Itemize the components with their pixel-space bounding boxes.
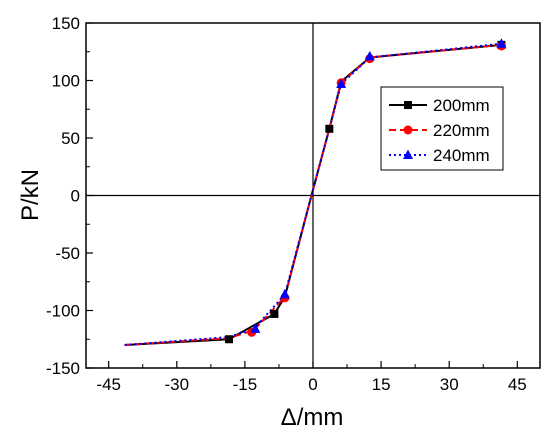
x-axis-ticks: -45 -30 -15 0 15 30 45 bbox=[96, 361, 527, 394]
series-marker-240mm bbox=[250, 323, 261, 333]
legend-marker-200mm bbox=[404, 101, 412, 109]
legend-label-220mm: 220mm bbox=[433, 121, 490, 140]
y-axis-ticks: -150 -100 -50 0 50 100 150 bbox=[46, 14, 93, 378]
x-tick-label: 15 bbox=[372, 375, 391, 394]
y-tick-label: 150 bbox=[52, 14, 80, 33]
series-marker-240mm bbox=[364, 50, 375, 61]
x-tick-label: 45 bbox=[508, 375, 527, 394]
legend-marker-240mm bbox=[403, 149, 413, 159]
legend: 200mm 220mm 240mm bbox=[380, 86, 504, 171]
legend-label-200mm: 200mm bbox=[433, 96, 490, 115]
x-tick-label: 30 bbox=[440, 375, 459, 394]
y-tick-label: 100 bbox=[52, 72, 80, 91]
x-tick-label: -45 bbox=[96, 375, 121, 394]
series-marker-240mm bbox=[336, 78, 347, 88]
series-marker-240mm bbox=[279, 288, 290, 299]
series-marker-200mm bbox=[325, 124, 334, 133]
zero-lines bbox=[86, 23, 540, 368]
series-line-240mm bbox=[124, 42, 502, 346]
y-tick-label: 0 bbox=[71, 187, 80, 206]
y-tick-label: -100 bbox=[46, 302, 80, 321]
x-axis-title: Δ/mm bbox=[281, 404, 344, 431]
x-tick-label: -30 bbox=[165, 375, 190, 394]
legend-label-240mm: 240mm bbox=[433, 146, 490, 165]
legend-box bbox=[380, 86, 504, 171]
y-tick-label: 50 bbox=[61, 129, 80, 148]
y-tick-label: -50 bbox=[55, 244, 80, 263]
series-marker-240mm bbox=[496, 38, 507, 48]
series-marker-200mm bbox=[270, 309, 279, 318]
x-tick-label: -15 bbox=[233, 375, 258, 394]
series-lines bbox=[124, 42, 502, 346]
legend-marker-220mm bbox=[403, 125, 413, 135]
x-tick-label: 0 bbox=[308, 375, 317, 394]
y-axis-title: P/kN bbox=[17, 169, 44, 221]
y-tick-label: -150 bbox=[46, 359, 80, 378]
series-markers bbox=[225, 38, 507, 344]
series-marker-200mm bbox=[225, 335, 234, 344]
